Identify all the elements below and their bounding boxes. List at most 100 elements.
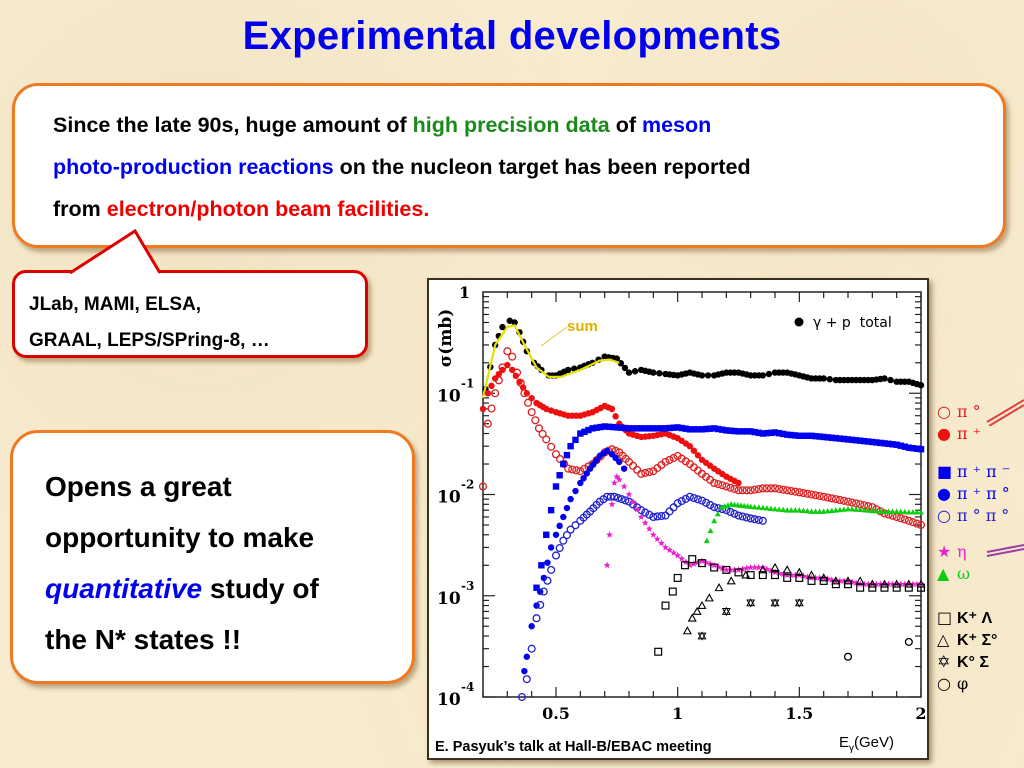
series--p-point	[917, 446, 925, 453]
series--p-point	[901, 443, 908, 450]
series--p-point	[645, 510, 654, 519]
series-k--point	[673, 573, 682, 582]
series--p-point	[788, 507, 795, 513]
series--p-point	[739, 565, 746, 572]
series--n-point	[620, 465, 628, 472]
sum-annotation: sum	[567, 318, 598, 335]
series--p-point	[547, 506, 555, 514]
series--p-point	[865, 507, 872, 513]
series--p-point	[702, 498, 711, 507]
series--p-total-point	[499, 323, 506, 331]
series--p-point	[577, 430, 584, 437]
series--p-point	[742, 486, 751, 495]
series--p-point	[564, 464, 573, 473]
series--p-point	[904, 637, 913, 646]
series--p-point	[503, 347, 512, 356]
series--p-point	[772, 505, 778, 512]
series--p-point	[808, 508, 815, 514]
series--p-point	[662, 425, 669, 432]
y-tick-label: 10-4	[437, 680, 474, 710]
series--p-point	[613, 424, 621, 431]
series--p-point	[819, 492, 828, 501]
series-k--point	[734, 568, 743, 577]
series--p-point	[734, 486, 743, 495]
series--p-point	[885, 508, 892, 514]
series--p-point	[547, 442, 556, 451]
series--p-point	[770, 484, 780, 493]
series--p-point	[845, 505, 851, 512]
series-k--point	[795, 573, 804, 582]
series--p-point	[508, 352, 517, 361]
series--n-point	[504, 361, 511, 369]
series--p-point	[811, 491, 820, 500]
series--n-point	[523, 653, 530, 660]
series--p-point	[527, 408, 536, 417]
series--n-point	[577, 479, 584, 487]
intro-seg-3: of	[609, 113, 642, 137]
series--p-point	[551, 551, 561, 560]
series--p-point	[762, 484, 771, 493]
series--p-point	[625, 425, 633, 432]
series--p-point	[641, 519, 649, 526]
series--n-point	[603, 447, 611, 455]
series--p-point	[662, 543, 669, 551]
series--p-point	[800, 507, 807, 514]
series--n-point	[556, 522, 563, 530]
legend-item: ○ φ	[937, 674, 968, 693]
series--p-point	[689, 493, 698, 503]
series--p-point	[751, 503, 758, 510]
series--p-point	[690, 426, 698, 433]
series--p-point	[758, 516, 767, 525]
series--p-point	[816, 508, 823, 514]
series--p-total-point	[887, 376, 894, 384]
series--p-point	[677, 497, 686, 506]
series--p-point	[629, 425, 637, 432]
series--p-point	[670, 549, 677, 556]
series--p-point	[759, 504, 766, 511]
series--p-point	[726, 507, 735, 517]
series-k--point	[682, 626, 692, 635]
series--p-point	[824, 508, 831, 514]
series--p-point	[666, 546, 673, 553]
series--p-point	[556, 454, 565, 464]
series-k--point	[868, 583, 877, 592]
series-k--point	[879, 579, 890, 588]
series-k--point	[916, 579, 926, 588]
opportunity-line-4: the N* states !!	[45, 624, 242, 655]
series--p-point	[527, 644, 536, 653]
series--p-point	[694, 558, 702, 566]
series--p-point	[746, 514, 755, 523]
series--p-total-point	[759, 372, 767, 379]
x-tick-label: 2	[915, 704, 926, 723]
series--p-point	[714, 480, 723, 489]
legend-item: ▲ ω	[937, 564, 970, 583]
series--p-point	[711, 517, 718, 524]
legend-marker-icon: ★	[937, 542, 952, 561]
series--p-point	[852, 437, 860, 444]
series--p-point	[665, 507, 674, 516]
series-k--point	[668, 587, 677, 596]
series--p-point	[646, 425, 653, 432]
series-k--point	[783, 573, 792, 582]
legend-label: π ⁺	[957, 424, 982, 443]
series--p-point	[633, 505, 641, 513]
series--p-point	[673, 451, 682, 461]
series--p-point	[788, 431, 795, 439]
legend-item: ★ η	[937, 542, 967, 561]
series--p-point	[766, 484, 775, 493]
legend-marker-icon: ○	[937, 402, 951, 421]
eta-highlight-stroke	[986, 544, 1024, 557]
series--p-point	[791, 487, 800, 496]
series--n-point	[528, 623, 535, 630]
pi0-highlight-stroke	[986, 399, 1024, 426]
series--p-point	[750, 485, 759, 494]
series--p-point	[857, 506, 864, 512]
series--p-point	[661, 511, 670, 520]
series--p-point	[702, 425, 710, 433]
series--p-total-point	[625, 369, 633, 376]
legend-marker-icon: ○	[937, 506, 951, 525]
series--n-point	[544, 559, 551, 566]
series--p-point	[658, 539, 665, 547]
series--p-total-point	[656, 370, 663, 377]
series--p-point	[869, 507, 876, 514]
